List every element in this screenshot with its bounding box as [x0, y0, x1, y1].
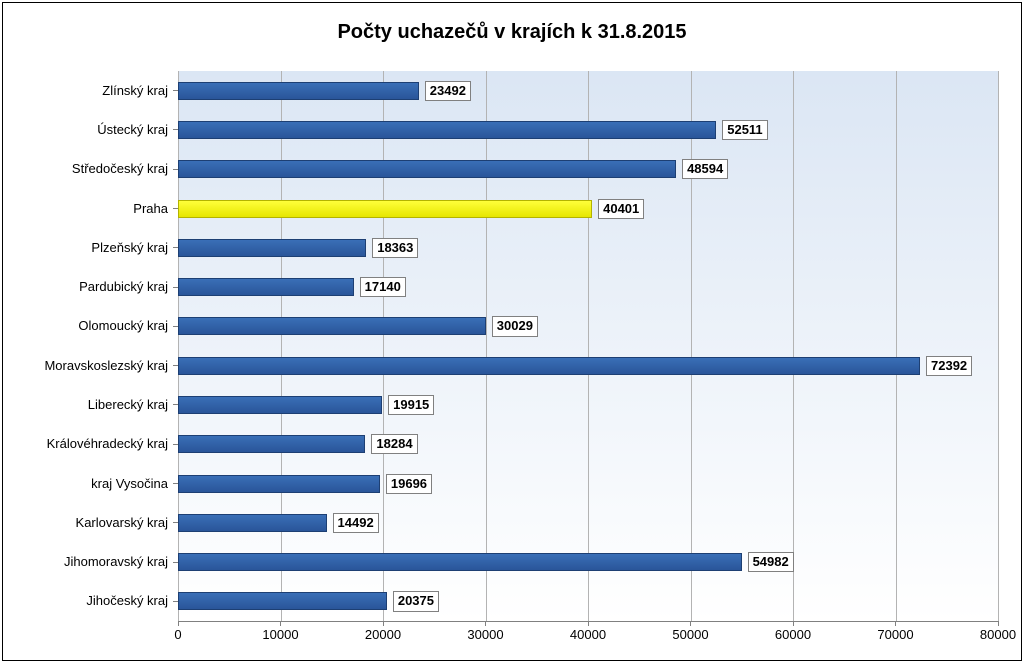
y-axis-label: Jihočeský kraj [86, 593, 168, 608]
y-axis-label: Jihomoravský kraj [64, 554, 168, 569]
y-tick [173, 90, 178, 91]
data-label: 14492 [333, 513, 379, 533]
x-axis-label: 70000 [866, 627, 926, 642]
y-axis-label: Pardubický kraj [79, 279, 168, 294]
bar [178, 592, 387, 610]
y-tick [173, 444, 178, 445]
y-axis-label: Středočeský kraj [72, 161, 168, 176]
y-axis-label: Karlovarský kraj [76, 515, 168, 530]
bar [178, 514, 327, 532]
x-axis-label: 20000 [353, 627, 413, 642]
gridline [178, 71, 179, 621]
bar [178, 160, 676, 178]
x-axis-label: 30000 [456, 627, 516, 642]
y-axis-label: Praha [133, 201, 168, 216]
data-label: 54982 [748, 552, 794, 572]
bar [178, 357, 920, 375]
bar [178, 200, 592, 218]
x-axis-label: 10000 [251, 627, 311, 642]
gridline [281, 71, 282, 621]
plot-area: 23492 52511 48594 40401 18363 17140 30029 72392… [178, 71, 998, 621]
y-tick [173, 287, 178, 288]
y-axis-label: kraj Vysočina [91, 476, 168, 491]
x-axis-label: 0 [148, 627, 208, 642]
y-tick [173, 562, 178, 563]
chart-title: Počty uchazečů v krajích k 31.8.2015 [3, 21, 1021, 44]
y-tick [173, 169, 178, 170]
bar [178, 239, 366, 257]
bar [178, 82, 419, 100]
y-tick [173, 129, 178, 130]
gridline [896, 71, 897, 621]
bar [178, 121, 716, 139]
data-label: 18284 [371, 434, 417, 454]
gridline [691, 71, 692, 621]
gridline [486, 71, 487, 621]
y-tick [173, 601, 178, 602]
y-tick [173, 404, 178, 405]
data-label: 48594 [682, 159, 728, 179]
y-tick [173, 247, 178, 248]
y-tick [173, 326, 178, 327]
gridline [793, 71, 794, 621]
y-axis-label: Zlínský kraj [102, 83, 168, 98]
chart-container: Počty uchazečů v krajích k 31.8.2015 234… [2, 2, 1022, 661]
y-tick [173, 522, 178, 523]
x-axis-label: 40000 [558, 627, 618, 642]
y-axis-label: Královéhradecký kraj [47, 436, 168, 451]
y-tick [173, 483, 178, 484]
x-axis-label: 60000 [763, 627, 823, 642]
bar [178, 435, 365, 453]
y-axis-label: Olomoucký kraj [78, 318, 168, 333]
y-axis-label: Moravskoslezský kraj [44, 358, 168, 373]
y-axis-label: Plzeňský kraj [91, 240, 168, 255]
y-tick [173, 208, 178, 209]
bar [178, 278, 354, 296]
data-label: 17140 [360, 277, 406, 297]
x-axis-label: 80000 [968, 627, 1024, 642]
data-label: 23492 [425, 81, 471, 101]
data-label: 19696 [386, 474, 432, 494]
data-label: 40401 [598, 199, 644, 219]
bar [178, 396, 382, 414]
bar [178, 317, 486, 335]
x-axis-label: 50000 [661, 627, 721, 642]
gridline [588, 71, 589, 621]
data-label: 72392 [926, 356, 972, 376]
data-label: 18363 [372, 238, 418, 258]
gridline [998, 71, 999, 621]
bar [178, 553, 742, 571]
data-label: 20375 [393, 591, 439, 611]
y-tick [173, 365, 178, 366]
data-label: 52511 [722, 120, 767, 140]
data-label: 30029 [492, 316, 538, 336]
y-axis-label: Liberecký kraj [88, 397, 168, 412]
y-axis-label: Ústecký kraj [97, 122, 168, 137]
bar [178, 475, 380, 493]
x-axis-line [178, 621, 998, 622]
gridline [383, 71, 384, 621]
data-label: 19915 [388, 395, 434, 415]
